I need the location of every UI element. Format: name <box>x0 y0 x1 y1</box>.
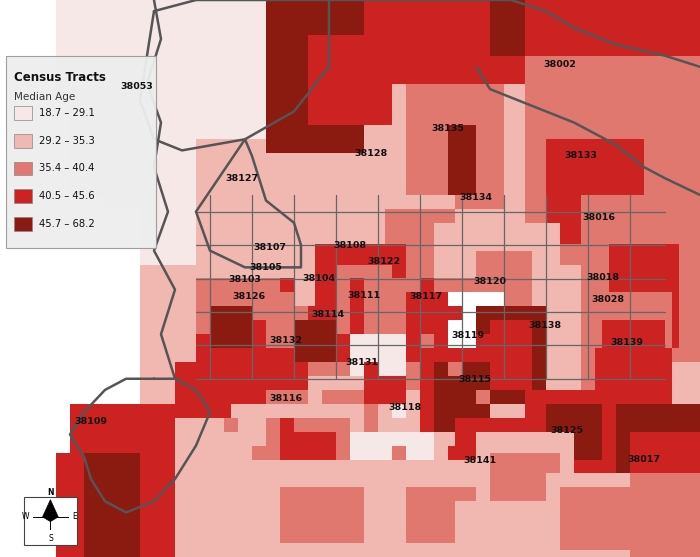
Text: 38115: 38115 <box>458 375 491 384</box>
Bar <box>24 497 77 545</box>
Text: 38103: 38103 <box>229 275 261 284</box>
Text: 38128: 38128 <box>354 149 388 158</box>
Text: 40.5 – 45.6: 40.5 – 45.6 <box>39 192 95 201</box>
Text: 38107: 38107 <box>253 243 286 252</box>
Text: 38018: 38018 <box>587 273 620 282</box>
Text: 38028: 38028 <box>591 295 624 304</box>
Bar <box>14 134 32 148</box>
Text: 38002: 38002 <box>544 60 576 69</box>
Text: 38053: 38053 <box>120 82 153 91</box>
Text: 38111: 38111 <box>347 291 381 300</box>
Text: 38125: 38125 <box>550 426 584 434</box>
Text: 38109: 38109 <box>74 417 108 426</box>
Text: 38108: 38108 <box>333 241 367 250</box>
Text: 45.7 – 68.2: 45.7 – 68.2 <box>39 219 95 229</box>
Text: 38133: 38133 <box>565 152 597 160</box>
Text: 38116: 38116 <box>269 394 302 403</box>
Text: W: W <box>21 512 29 521</box>
Text: 38119: 38119 <box>451 331 484 340</box>
Text: S: S <box>48 534 52 543</box>
Text: Census Tracts: Census Tracts <box>14 71 106 84</box>
Text: 38126: 38126 <box>232 292 265 301</box>
Text: 35.4 – 40.4: 35.4 – 40.4 <box>39 164 95 173</box>
Text: 38104: 38104 <box>302 274 335 283</box>
Bar <box>14 162 32 175</box>
Text: Median Age: Median Age <box>14 92 76 102</box>
Text: 38135: 38135 <box>432 124 464 133</box>
Text: 38139: 38139 <box>610 338 643 347</box>
Text: 38114: 38114 <box>311 310 344 319</box>
Text: 38132: 38132 <box>269 336 302 345</box>
Text: 38016: 38016 <box>582 213 615 222</box>
Text: 38131: 38131 <box>345 358 379 367</box>
Text: 38122: 38122 <box>367 257 400 266</box>
Bar <box>14 217 32 231</box>
Text: 38118: 38118 <box>388 403 421 412</box>
Text: 38120: 38120 <box>473 277 507 286</box>
Polygon shape <box>43 500 58 521</box>
Text: 38134: 38134 <box>459 193 493 202</box>
Text: 38127: 38127 <box>225 174 258 183</box>
Text: 38017: 38017 <box>627 455 661 464</box>
Bar <box>14 189 32 203</box>
FancyBboxPatch shape <box>6 56 156 248</box>
Text: 29.2 – 35.3: 29.2 – 35.3 <box>39 136 95 145</box>
Text: 38117: 38117 <box>409 292 442 301</box>
Text: 18.7 – 29.1: 18.7 – 29.1 <box>39 108 95 118</box>
Text: 38138: 38138 <box>528 321 561 330</box>
Bar <box>14 106 32 120</box>
Text: N: N <box>47 487 54 497</box>
Text: 38141: 38141 <box>463 456 496 465</box>
Text: 38105: 38105 <box>250 263 282 272</box>
Text: E: E <box>72 512 77 521</box>
